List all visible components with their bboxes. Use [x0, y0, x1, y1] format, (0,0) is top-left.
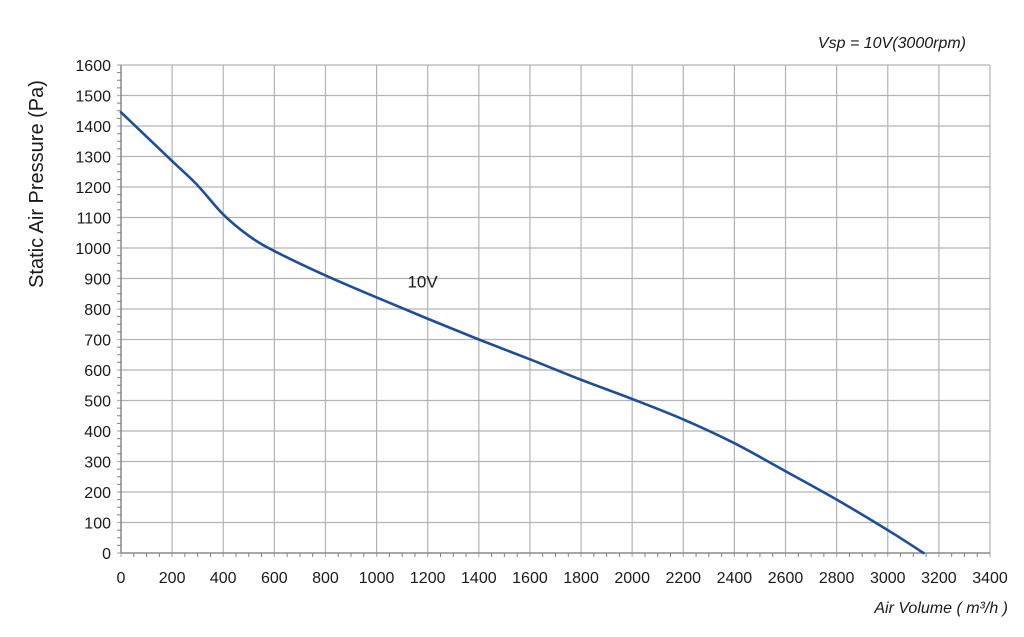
x-tick-label: 2400 — [717, 570, 753, 587]
x-tick-labels: 0 200 400 600 800 1000 1200 1400 1600 1800 2000 220… — [117, 570, 1008, 587]
y-tick-label: 900 — [84, 272, 111, 289]
y-tick-label: 1200 — [75, 180, 111, 197]
y-tick-label: 0 — [102, 546, 111, 563]
x-tick-label: 2600 — [768, 570, 804, 587]
x-tick-label: 0 — [117, 570, 126, 587]
y-tick-label: 200 — [84, 485, 111, 502]
y-tick-label: 300 — [84, 455, 111, 472]
axes — [120, 65, 990, 554]
minor-ticks — [117, 72, 978, 557]
x-tick-label: 1600 — [512, 570, 548, 587]
x-tick-label: 2200 — [665, 570, 701, 587]
y-tick-label: 100 — [84, 516, 111, 533]
series-line-10v — [119, 110, 925, 555]
x-tick-label: 3400 — [972, 570, 1008, 587]
x-tick-label: 1400 — [461, 570, 497, 587]
x-tick-label: 800 — [312, 570, 339, 587]
y-tick-label: 800 — [84, 302, 111, 319]
x-tick-label: 2000 — [614, 570, 650, 587]
x-tick-label: 600 — [261, 570, 288, 587]
y-tick-label: 700 — [84, 333, 111, 350]
grid-lines — [117, 64, 991, 557]
chart-subtitle: Vsp = 10V(3000rpm) — [818, 35, 966, 52]
x-tick-label: 400 — [210, 570, 237, 587]
x-tick-label: 200 — [159, 570, 186, 587]
y-tick-label: 1100 — [77, 211, 112, 228]
x-axis-label: Air Volume ( m³/h ) — [873, 600, 1008, 617]
series-label-10v: 10V — [407, 273, 438, 292]
y-tick-label: 500 — [84, 394, 111, 411]
y-tick-label: 400 — [84, 424, 111, 441]
y-tick-label: 600 — [84, 363, 111, 380]
x-tick-label: 2800 — [819, 570, 855, 587]
y-tick-label: 1300 — [75, 150, 111, 167]
series: 10V — [119, 110, 925, 555]
y-tick-label: 1500 — [75, 89, 111, 106]
x-tick-label: 1800 — [563, 570, 599, 587]
x-tick-label: 1200 — [410, 570, 446, 587]
x-tick-label: 1000 — [359, 570, 395, 587]
y-tick-labels: 0 100 200 300 400 500 600 700 800 900 1000 1100 1200… — [75, 58, 111, 563]
x-tick-label: 3200 — [921, 570, 957, 587]
x-tick-label: 3000 — [870, 570, 906, 587]
y-axis-label: Static Air Pressure (Pa) — [26, 80, 48, 288]
y-tick-label: 1000 — [75, 241, 111, 258]
y-tick-label: 1400 — [75, 119, 111, 136]
y-tick-label: 1600 — [75, 58, 111, 75]
